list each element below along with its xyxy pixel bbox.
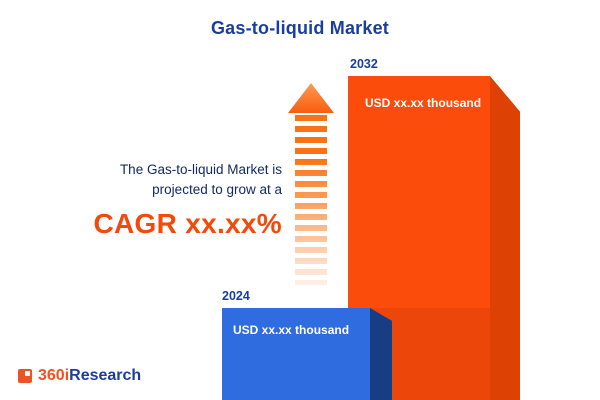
bar-2032-side-face <box>490 76 520 400</box>
logo-text-suffix: Research <box>69 367 142 384</box>
annotation-line-1: The Gas-to-liquid Market is <box>119 162 282 177</box>
growth-arrow-shaft-icon <box>295 115 327 285</box>
bar-2024-year-label: 2024 <box>222 289 250 303</box>
page-title: Gas-to-liquid Market <box>210 18 389 38</box>
cagr-value: CAGR xx.xx% <box>93 208 282 239</box>
bar-2024: USD xx.xx thousand <box>222 308 370 400</box>
growth-arrow-head-icon <box>288 83 334 113</box>
brand-logo: 360iResearch <box>18 368 141 384</box>
annotation-line-2: projected to grow at a <box>152 182 282 197</box>
annotation-block: The Gas-to-liquid Market is projected to… <box>40 160 283 240</box>
bar-2032-value-label: USD xx.xx thousand <box>365 96 482 110</box>
bar-2032-year-label: 2032 <box>350 57 378 71</box>
logo-text: 360iResearch <box>38 368 141 384</box>
logo-text-prefix: 360i <box>38 367 70 384</box>
bar-2024-side-face <box>370 308 392 400</box>
logo-icon <box>18 369 32 383</box>
bar-2024-value-label: USD xx.xx thousand <box>233 323 350 337</box>
